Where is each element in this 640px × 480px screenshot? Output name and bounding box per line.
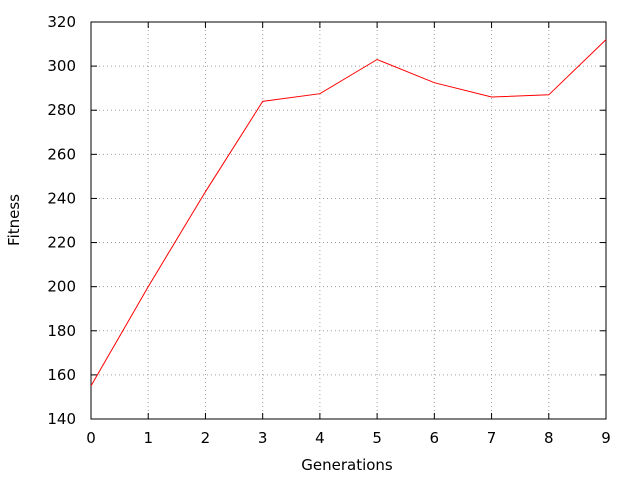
y-tick-label: 160 (47, 366, 76, 384)
y-tick-label: 180 (47, 322, 76, 340)
y-tick-label: 320 (47, 13, 76, 31)
x-tick-label: 1 (143, 429, 153, 447)
x-tick-label: 8 (544, 429, 554, 447)
y-tick-label: 240 (47, 189, 76, 207)
series-line (90, 39, 607, 387)
x-tick-label: 9 (601, 429, 611, 447)
data-series (90, 39, 607, 387)
y-tick-label: 140 (47, 410, 76, 428)
x-axis-label: Generations (301, 456, 393, 474)
y-axis-label: Fitness (5, 194, 23, 246)
x-tick-label: 7 (487, 429, 497, 447)
x-tick-label: 0 (86, 429, 96, 447)
y-tick-label: 300 (47, 57, 76, 75)
plot-frame (90, 21, 607, 420)
x-tick-label: 2 (201, 429, 211, 447)
x-tick-label: 5 (372, 429, 382, 447)
y-tick-label: 220 (47, 234, 76, 252)
x-tick-label: 6 (430, 429, 440, 447)
axis-ticks: 0 1 2 3 4 5 6 7 8 9 140 160 180 200 220 240 260 280 300 320 (47, 13, 610, 447)
grid-lines (91, 22, 606, 419)
y-tick-label: 200 (47, 278, 76, 296)
x-tick-label: 3 (258, 429, 268, 447)
y-tick-label: 280 (47, 101, 76, 119)
y-tick-label: 260 (47, 145, 76, 163)
x-tick-label: 4 (315, 429, 325, 447)
